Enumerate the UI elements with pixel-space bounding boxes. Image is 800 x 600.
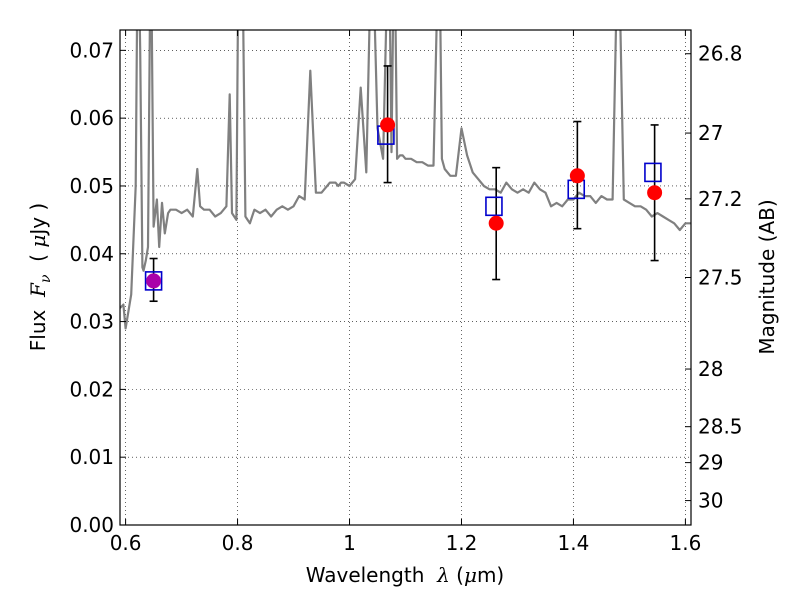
y-tick-labels: 0.00 0.01 0.02 0.03 0.04 0.05 0.06 0.07	[69, 38, 114, 537]
observed-point	[380, 117, 396, 133]
y-axis-label: Flux Fν ( μJy )	[26, 203, 54, 351]
x-axis-label: Wavelength λ (μm)	[306, 563, 505, 587]
x-tick-label: 1	[343, 531, 356, 555]
y2-tick-label: 27.5	[698, 266, 743, 290]
observed-point	[488, 215, 504, 231]
plot-frame	[119, 29, 692, 526]
y2-tick-label: 26.8	[698, 42, 743, 66]
x-tick-label: 1.2	[446, 531, 478, 555]
x-tick-label: 1.4	[558, 531, 590, 555]
spectrum-series	[120, 30, 691, 330]
grid	[120, 30, 691, 526]
y2-tick-label: 29	[698, 451, 723, 475]
observed-point	[146, 273, 162, 289]
x-tick-label: 1.6	[669, 531, 701, 555]
y-tick-label: 0.01	[69, 445, 114, 469]
spectrum-line	[120, 30, 691, 330]
y2-tick-label: 27.2	[698, 187, 743, 211]
observed-point	[569, 168, 585, 184]
y2-tick-label: 30	[698, 489, 723, 513]
y-tick-label: 0.07	[69, 38, 114, 62]
error-bars	[149, 65, 659, 303]
y2-tick-labels: 26.8 27 27.2 27.5 28 28.5 29 30	[698, 42, 743, 513]
y2-tick-label: 28.5	[698, 415, 743, 439]
y2-axis-label: Magnitude (AB)	[755, 199, 779, 354]
x-tick-labels: 0.6 0.8 1 1.2 1.4 1.6	[110, 531, 702, 555]
observed-point	[647, 185, 663, 201]
model-point	[144, 271, 163, 291]
x-tick-label: 0.6	[110, 531, 142, 555]
y-tick-label: 0.00	[69, 513, 114, 537]
y2-tick-label: 27	[698, 121, 723, 145]
y-tick-label: 0.06	[69, 106, 114, 130]
model-point	[644, 162, 662, 183]
model-photometry-series	[144, 125, 662, 291]
x-tick-label: 0.8	[222, 531, 254, 555]
y-tick-label: 0.03	[69, 310, 114, 334]
observed-photometry-series	[146, 117, 663, 289]
y-tick-label: 0.05	[69, 174, 114, 198]
y-tick-label: 0.02	[69, 377, 114, 401]
y-tick-label: 0.04	[69, 242, 114, 266]
model-point	[485, 196, 503, 217]
ticks	[120, 30, 691, 526]
y2-tick-label: 28	[698, 357, 723, 381]
